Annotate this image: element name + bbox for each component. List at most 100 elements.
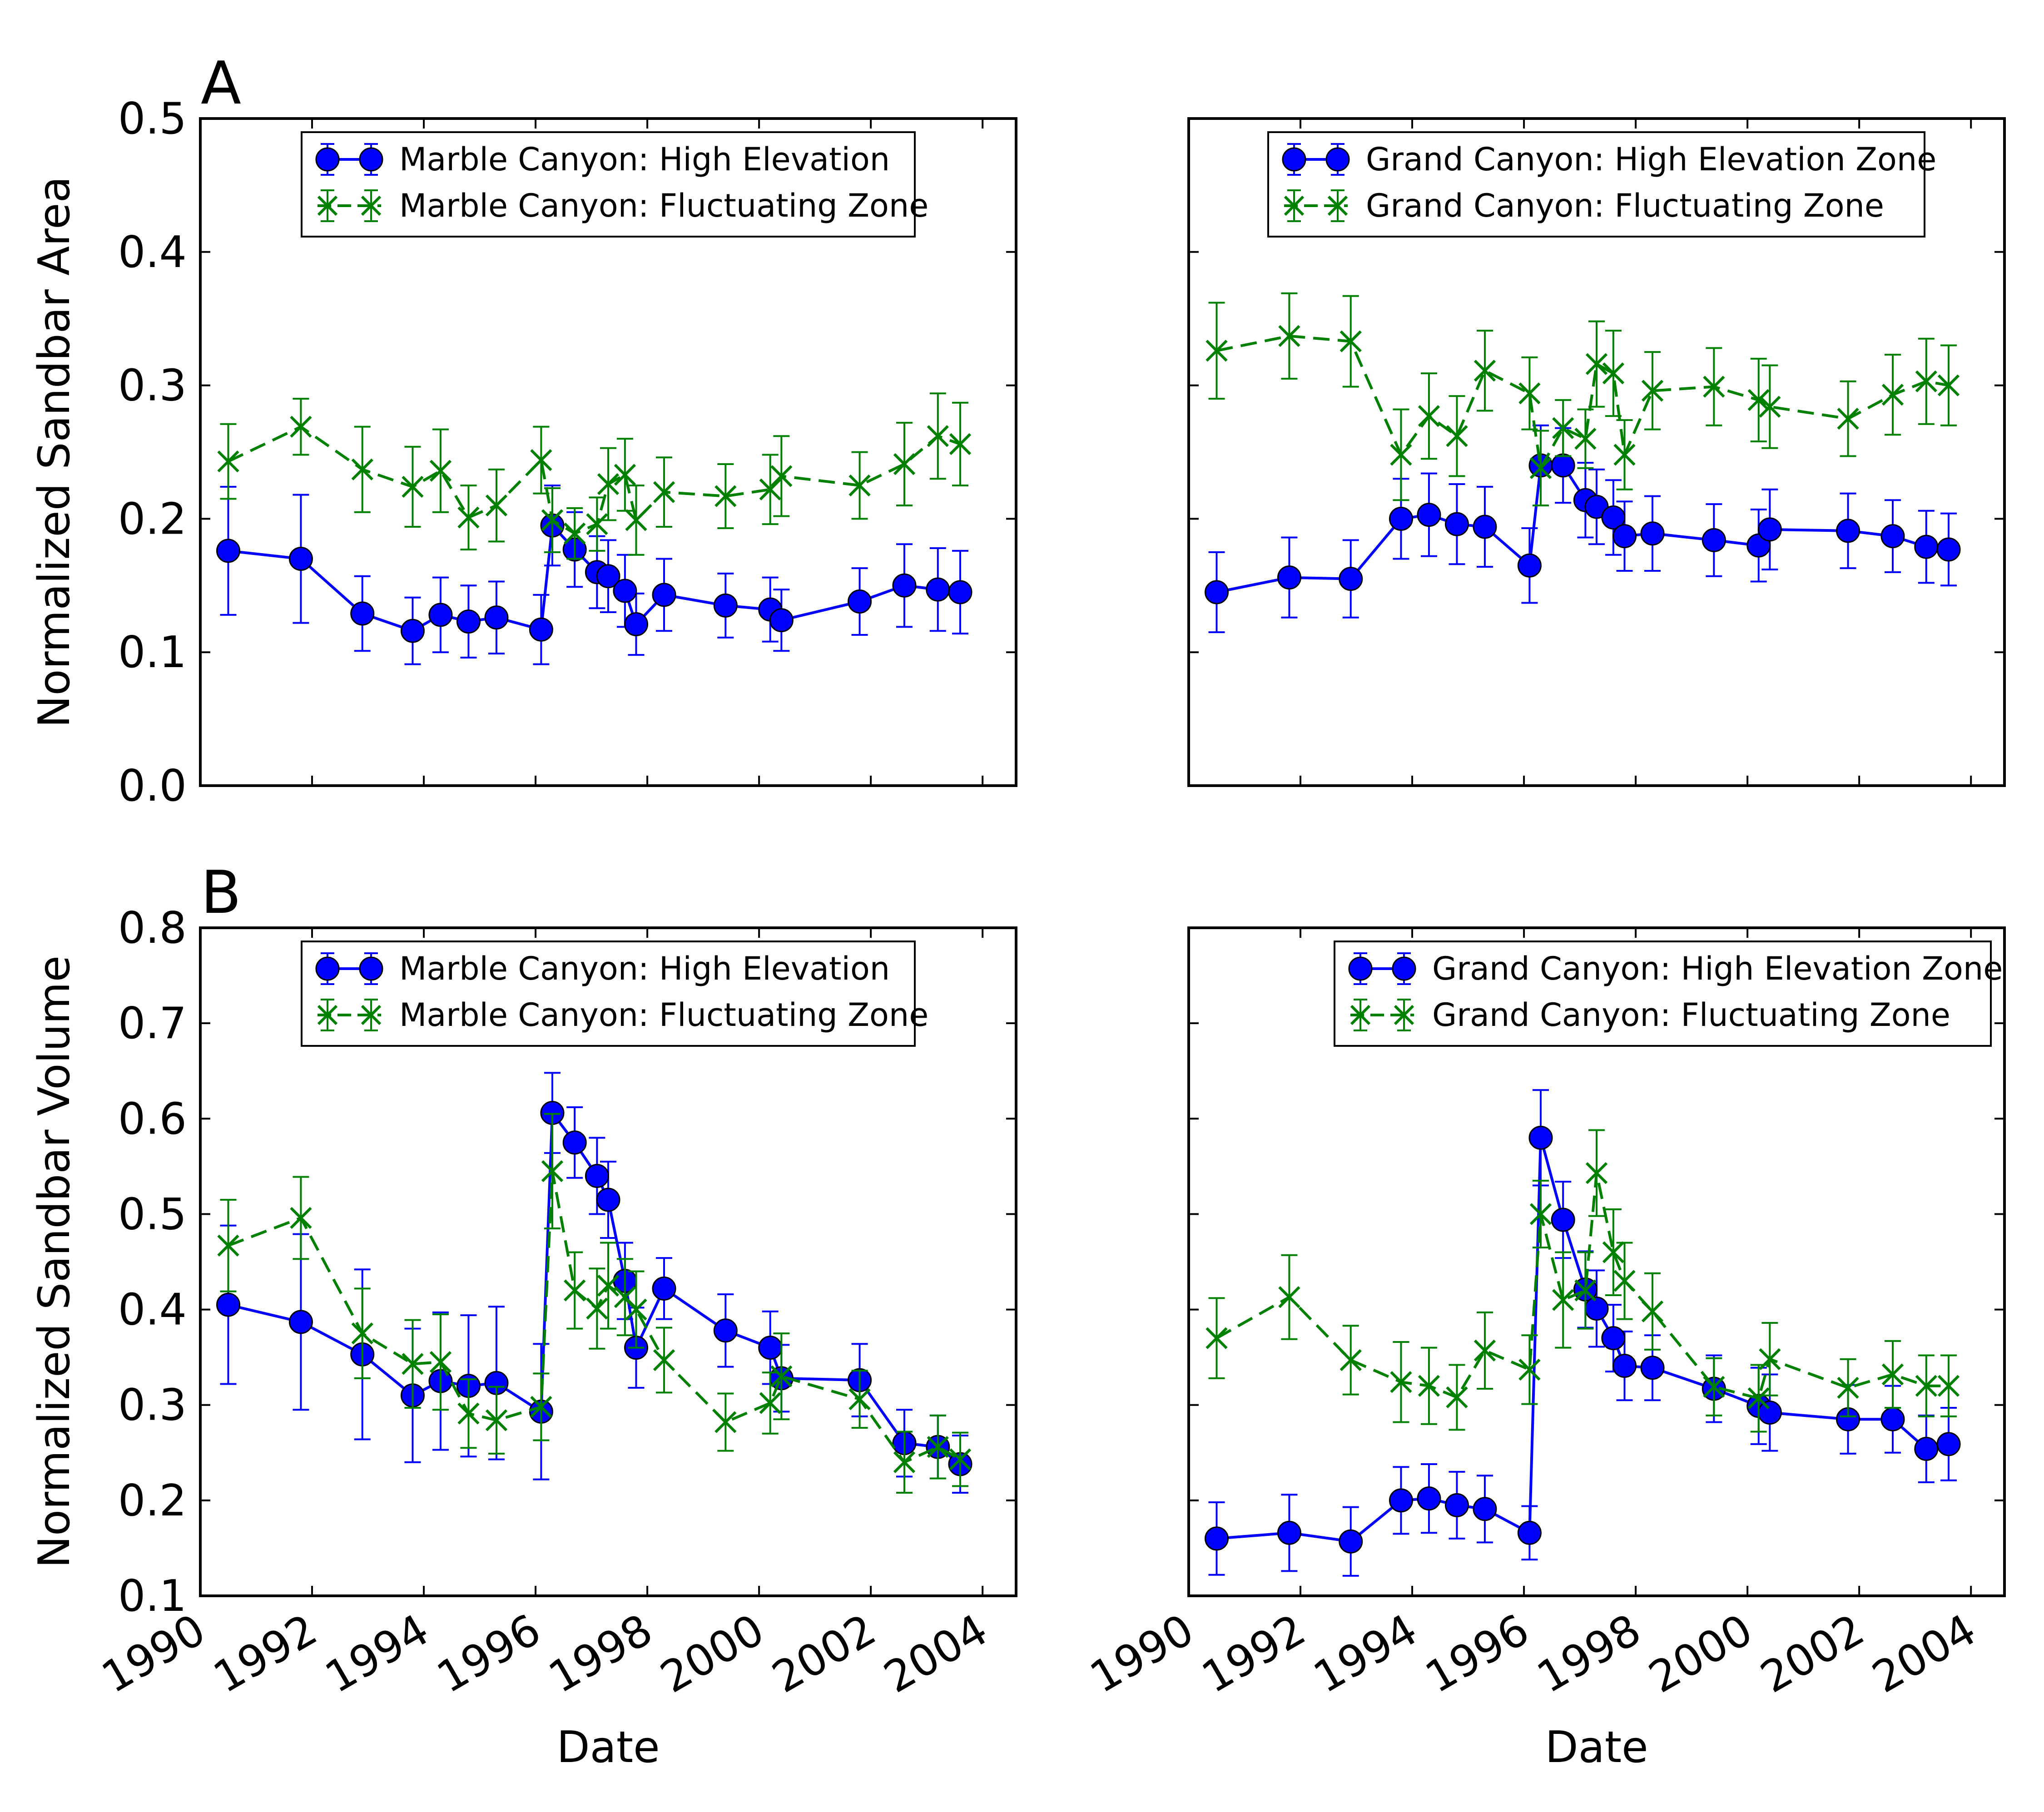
data-point (586, 1297, 608, 1320)
y-tick-label: 0.2 (118, 494, 187, 544)
data-point (770, 1365, 793, 1387)
data-point (1574, 1279, 1597, 1302)
data-point (596, 1188, 620, 1212)
y-tick-label: 0.0 (118, 761, 187, 811)
legend-marker (317, 1005, 338, 1025)
data-point (1473, 1497, 1497, 1521)
data-point (1613, 1270, 1636, 1292)
data-point (1518, 382, 1541, 405)
data-point (597, 1274, 620, 1297)
y-tick-label: 0.3 (118, 361, 187, 411)
data-point (1339, 567, 1363, 591)
data-point (1585, 1162, 1608, 1184)
data-point (485, 494, 508, 517)
y-tick-label: 0.5 (118, 1189, 187, 1239)
data-point (652, 1276, 676, 1301)
data-point (948, 580, 972, 604)
legend-marker (315, 956, 340, 981)
data-point (456, 609, 481, 634)
legend-box (301, 941, 916, 1047)
plot-frame (1187, 117, 2006, 787)
legend-marker (359, 147, 383, 172)
data-point (1702, 528, 1726, 552)
data-point (927, 425, 949, 447)
data-point (485, 1409, 508, 1431)
data-point (1390, 1371, 1412, 1393)
legend-marker (1394, 1005, 1414, 1025)
legend-marker (1325, 147, 1350, 172)
legend: Grand Canyon: High Elevation Zone Grand C… (1267, 131, 1936, 238)
data-point (1757, 517, 1782, 542)
data-point (625, 509, 647, 531)
data-point (1613, 444, 1636, 466)
legend-marker (317, 195, 338, 216)
data-point (429, 1351, 452, 1373)
data-point (1340, 1349, 1362, 1371)
series-fluctuating-zone (217, 1113, 972, 1494)
y-tick-label: 0.7 (118, 999, 187, 1049)
data-point (1747, 389, 1770, 411)
panel-label-b: B (201, 858, 241, 927)
data-point (759, 478, 781, 500)
series-line (1216, 1173, 1949, 1400)
data-point (1205, 580, 1229, 604)
data-point (926, 577, 950, 602)
data-point (848, 589, 872, 614)
y-tick-label: 0.1 (118, 628, 187, 678)
legend-label: Grand Canyon: High Elevation Zone (1432, 950, 2003, 987)
data-point (653, 1349, 675, 1371)
data-point (893, 453, 916, 475)
chart-panel-2: Grand Canyon: High Elevation Zone Grand C… (1187, 117, 2006, 787)
data-point (530, 449, 552, 471)
data-point (625, 1298, 647, 1321)
legend-label: Marble Canyon: High Elevation (399, 950, 890, 987)
data-point (1473, 1339, 1496, 1362)
data-point (1552, 1289, 1574, 1311)
data-point (1641, 380, 1664, 402)
data-point (1529, 457, 1552, 479)
data-point (653, 481, 675, 503)
data-point (1278, 1286, 1300, 1308)
x-axis-label: Date (556, 1723, 660, 1772)
data-point (217, 1234, 239, 1257)
legend-marker (1284, 195, 1305, 216)
data-point (1602, 362, 1625, 385)
data-point (585, 1163, 609, 1188)
y-tick-label: 0.6 (118, 1094, 187, 1144)
legend-marker (359, 956, 383, 981)
legend-box (1267, 131, 1925, 238)
data-point (1389, 506, 1413, 531)
series-line (1216, 334, 1949, 472)
legend-label: Grand Canyon: Fluctuating Zone (1432, 996, 1950, 1034)
data-point (596, 564, 620, 589)
legend-marker (1282, 147, 1306, 172)
data-point (759, 1392, 781, 1414)
series-line (228, 1109, 961, 1465)
legend-marker (1350, 1005, 1371, 1025)
data-point (927, 1436, 949, 1458)
data-point (1936, 1432, 1961, 1456)
data-point (1551, 1208, 1575, 1232)
data-point (1574, 427, 1597, 450)
data-point (1444, 512, 1469, 536)
data-point (1389, 1488, 1413, 1513)
data-point (350, 601, 375, 626)
y-tick-label: 0.8 (118, 903, 187, 953)
data-point (848, 1388, 871, 1411)
data-point (402, 475, 424, 498)
data-point (949, 433, 972, 455)
data-point (1444, 1493, 1469, 1517)
data-point (564, 1279, 586, 1302)
data-point (562, 1130, 587, 1155)
data-point (428, 603, 453, 627)
data-point (1417, 503, 1441, 527)
data-point (714, 1411, 737, 1433)
data-point (770, 465, 793, 487)
data-point (1914, 535, 1939, 559)
data-point (1552, 417, 1574, 439)
series-fluctuating-zone (217, 392, 972, 560)
data-point (1417, 1486, 1441, 1511)
y-tick-label: 0.3 (118, 1381, 187, 1431)
data-point (288, 547, 313, 571)
